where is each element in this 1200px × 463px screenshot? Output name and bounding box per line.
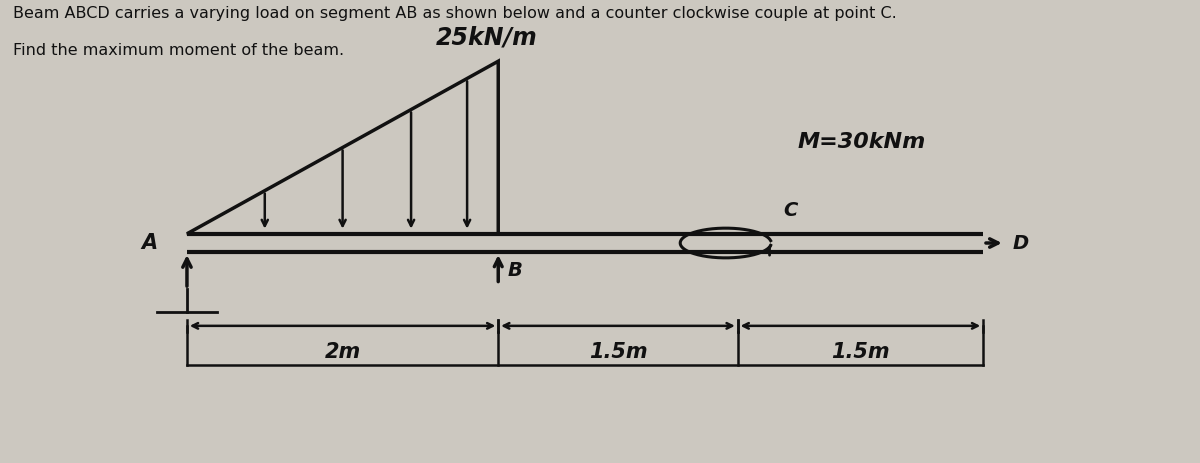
Text: 1.5m: 1.5m (832, 342, 889, 362)
Text: 25kN/m: 25kN/m (436, 26, 538, 50)
Text: M=30kNm: M=30kNm (798, 132, 925, 152)
Text: Beam ABCD carries a varying load on segment AB as shown below and a counter cloc: Beam ABCD carries a varying load on segm… (13, 6, 898, 21)
Text: 2m: 2m (324, 342, 361, 362)
Text: 1.5m: 1.5m (589, 342, 647, 362)
Text: C: C (784, 201, 798, 220)
Text: B: B (508, 262, 523, 281)
Text: A: A (140, 233, 157, 253)
Text: D: D (1013, 233, 1030, 252)
Text: Find the maximum moment of the beam.: Find the maximum moment of the beam. (13, 43, 344, 58)
